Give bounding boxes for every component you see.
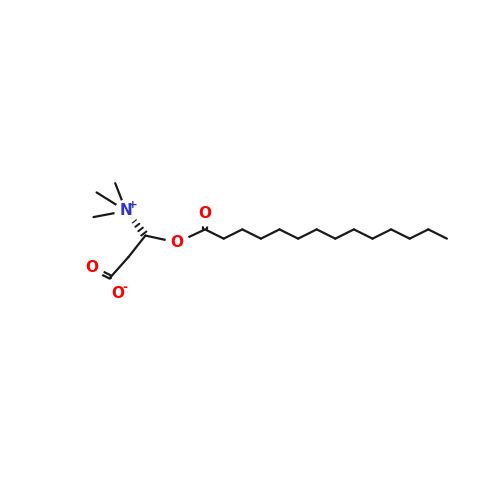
- Text: N: N: [120, 204, 132, 218]
- Text: +: +: [128, 200, 138, 210]
- Text: -: -: [122, 280, 127, 293]
- Text: O: O: [198, 206, 211, 222]
- Text: O: O: [86, 260, 98, 276]
- Text: O: O: [170, 235, 183, 250]
- Text: O: O: [111, 286, 124, 301]
